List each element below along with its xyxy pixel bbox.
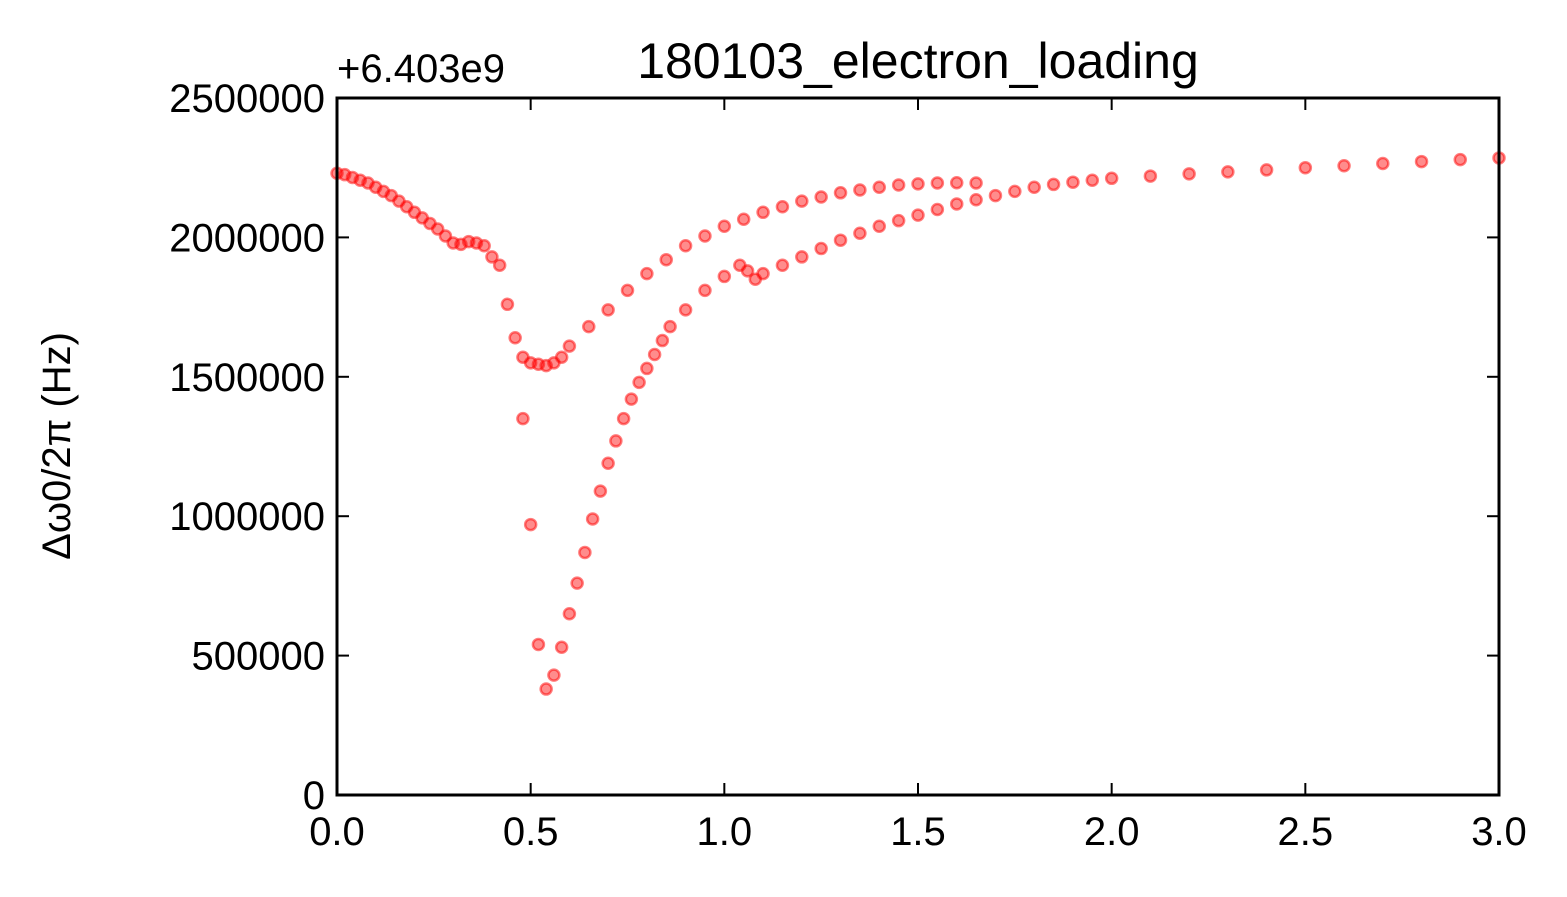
x-tick-label: 1.0 bbox=[697, 810, 753, 854]
y-offset-label: +6.403e9 bbox=[337, 47, 505, 91]
point bbox=[554, 350, 569, 365]
point bbox=[516, 411, 530, 426]
y-tick-label: 1000000 bbox=[169, 495, 325, 539]
point bbox=[795, 250, 809, 264]
point bbox=[930, 176, 945, 190]
point bbox=[539, 682, 553, 696]
point bbox=[570, 576, 584, 590]
x-tick-label: 1.5 bbox=[890, 810, 946, 854]
point bbox=[477, 239, 491, 253]
point bbox=[756, 205, 770, 220]
point bbox=[717, 219, 732, 233]
point bbox=[872, 180, 887, 194]
point bbox=[1376, 156, 1390, 171]
point bbox=[853, 226, 867, 240]
y-tick-label: 500000 bbox=[192, 635, 325, 679]
point bbox=[640, 266, 654, 281]
point bbox=[1027, 180, 1041, 194]
plot-frame bbox=[335, 96, 1501, 797]
point bbox=[601, 456, 615, 470]
point bbox=[585, 512, 600, 526]
point bbox=[500, 297, 515, 312]
point bbox=[562, 607, 577, 621]
point bbox=[593, 484, 608, 498]
point bbox=[616, 411, 631, 426]
point bbox=[891, 178, 906, 192]
point bbox=[578, 545, 592, 560]
point bbox=[678, 239, 693, 253]
point bbox=[833, 233, 848, 247]
point bbox=[1104, 171, 1119, 186]
point bbox=[1046, 177, 1061, 192]
y-tick-label: 0 bbox=[303, 774, 325, 818]
point bbox=[492, 258, 507, 273]
point bbox=[624, 392, 639, 406]
point bbox=[601, 303, 615, 317]
point bbox=[508, 331, 522, 345]
point bbox=[1414, 154, 1429, 169]
point bbox=[775, 258, 790, 273]
y-tick-label: 1500000 bbox=[169, 356, 325, 400]
y-axis-label: Δω0/2π (Hz) bbox=[35, 332, 79, 560]
point bbox=[523, 517, 538, 532]
x-tick-label: 2.5 bbox=[1278, 810, 1334, 854]
point bbox=[647, 347, 662, 362]
x-tick-label: 3.0 bbox=[1471, 810, 1527, 854]
point bbox=[911, 177, 925, 191]
point bbox=[872, 219, 887, 233]
x-tick-label: 0.5 bbox=[503, 810, 559, 854]
point bbox=[1298, 160, 1313, 175]
y-tick-label: 2000000 bbox=[169, 216, 325, 260]
point bbox=[949, 197, 964, 211]
point bbox=[1143, 169, 1158, 183]
point bbox=[969, 193, 983, 207]
point bbox=[1221, 165, 1235, 179]
point bbox=[640, 361, 654, 376]
point bbox=[988, 188, 1003, 203]
point bbox=[632, 375, 646, 390]
point bbox=[930, 202, 945, 217]
point bbox=[547, 668, 561, 682]
point bbox=[740, 264, 755, 278]
point bbox=[1066, 175, 1080, 189]
point bbox=[1008, 184, 1022, 199]
point bbox=[949, 176, 964, 190]
point bbox=[582, 319, 596, 334]
point bbox=[659, 252, 673, 267]
point bbox=[698, 283, 712, 298]
point bbox=[756, 266, 770, 281]
point bbox=[554, 640, 569, 654]
point bbox=[969, 176, 983, 190]
chart-title: 180103_electron_loading bbox=[637, 33, 1199, 89]
point bbox=[833, 186, 848, 200]
point bbox=[663, 319, 677, 334]
x-tick-label: 2.0 bbox=[1084, 810, 1140, 854]
y-tick-label: 2500000 bbox=[169, 77, 325, 121]
point bbox=[814, 241, 828, 256]
point bbox=[609, 434, 623, 448]
point bbox=[1085, 173, 1100, 187]
point bbox=[1453, 152, 1468, 167]
point bbox=[655, 333, 670, 348]
point bbox=[911, 208, 925, 222]
point bbox=[1337, 158, 1351, 173]
point bbox=[1182, 167, 1196, 181]
point bbox=[678, 303, 693, 317]
point bbox=[891, 213, 906, 228]
point bbox=[531, 637, 546, 652]
point bbox=[620, 283, 635, 298]
point bbox=[853, 183, 867, 197]
point bbox=[775, 199, 790, 214]
x-tick-label: 0.0 bbox=[309, 810, 365, 854]
point bbox=[736, 212, 751, 227]
point bbox=[562, 339, 577, 353]
point bbox=[795, 194, 809, 208]
point bbox=[814, 190, 828, 204]
point bbox=[485, 250, 499, 264]
point bbox=[717, 269, 732, 284]
point bbox=[698, 229, 712, 243]
point bbox=[1259, 163, 1274, 177]
